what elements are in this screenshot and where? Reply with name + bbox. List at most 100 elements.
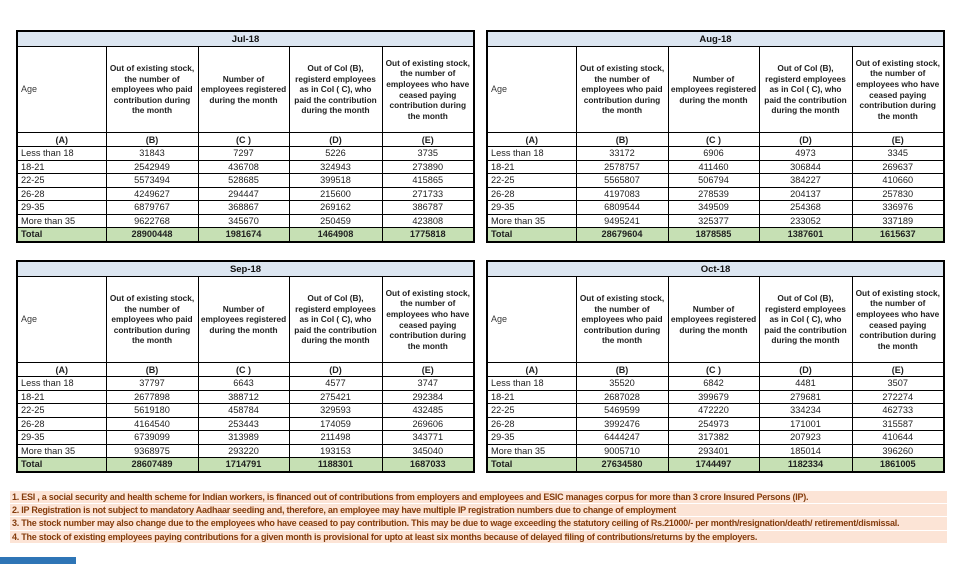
data-cell: 272274	[851, 389, 945, 404]
age-label: 18-21	[486, 389, 577, 404]
col-header-registered: Number of employees registered during th…	[667, 276, 760, 363]
col-letter-d: (D)	[758, 362, 853, 377]
total-label: Total	[486, 457, 577, 472]
col-header-age: Age	[486, 46, 577, 133]
table-row: 29-35 6879767 368867 269162 386787	[16, 200, 475, 215]
data-cell: 386787	[381, 200, 475, 215]
table-row: More than 35 9622768 345670 250459 42380…	[16, 213, 475, 228]
data-cell: 345670	[197, 213, 290, 228]
data-cell: 6739099	[105, 430, 199, 445]
col-letter-e: (E)	[381, 132, 475, 147]
data-cell: 423808	[381, 213, 475, 228]
table-row: Less than 18 35520 6842 4481 3507	[486, 376, 945, 391]
month-table-aug-18: Aug-18 Age Out of existing stock, the nu…	[486, 30, 945, 243]
age-label: More than 35	[486, 443, 577, 458]
data-cell: 3992476	[575, 416, 669, 431]
col-header-paid-contribution: Out of existing stock, the number of emp…	[105, 276, 199, 363]
data-cell: 9622768	[105, 213, 199, 228]
total-cell: 28607489	[105, 457, 199, 472]
total-cell: 1182334	[758, 457, 853, 472]
table-row: 22-25 5573494 528685 399518 415865	[16, 173, 475, 188]
data-cell: 315587	[851, 416, 945, 431]
month-table: Jul-18 Age Out of existing stock, the nu…	[16, 30, 476, 243]
data-cell: 432485	[381, 403, 475, 418]
total-cell: 1744497	[667, 457, 760, 472]
data-cell: 5226	[288, 146, 383, 161]
data-cell: 4164540	[105, 416, 199, 431]
data-cell: 317382	[667, 430, 760, 445]
col-header-ceased-paying: Out of existing stock, the number of emp…	[851, 276, 945, 363]
footnotes-block: 1. ESI , a social security and health sc…	[10, 491, 947, 544]
data-cell: 396260	[851, 443, 945, 458]
data-cell: 174059	[288, 416, 383, 431]
data-cell: 458784	[197, 403, 290, 418]
col-letter-c: (C )	[197, 362, 290, 377]
table-row: 26-28 3992476 254973 171001 315587	[486, 416, 945, 431]
age-label: 22-25	[16, 173, 107, 188]
data-cell: 399518	[288, 173, 383, 188]
data-cell: 269606	[381, 416, 475, 431]
col-header-registered-paid: Out of Col (B), registerd employees as i…	[758, 46, 853, 133]
data-cell: 337189	[851, 213, 945, 228]
data-cell: 3507	[851, 376, 945, 391]
table-body: Less than 18 31843 7297 5226 3735 18-21 …	[16, 146, 475, 242]
data-cell: 269637	[851, 159, 945, 174]
table-body: Less than 18 37797 6643 4577 3747 18-21 …	[16, 376, 475, 472]
col-letter-b: (B)	[105, 362, 199, 377]
age-label: Less than 18	[16, 146, 107, 161]
data-cell: 4249627	[105, 186, 199, 201]
table-row: Less than 18 33172 6906 4973 3345	[486, 146, 945, 161]
total-cell: 1861005	[851, 457, 945, 472]
data-cell: 388712	[197, 389, 290, 404]
age-label: 18-21	[16, 159, 107, 174]
data-cell: 292384	[381, 389, 475, 404]
data-cell: 336976	[851, 200, 945, 215]
data-cell: 462733	[851, 403, 945, 418]
total-row: Total 27634580 1744497 1182334 1861005	[486, 457, 945, 472]
table-row: 29-35 6739099 313989 211498 343771	[16, 430, 475, 445]
total-cell: 1775818	[381, 227, 475, 242]
data-cell: 9005710	[575, 443, 669, 458]
data-cell: 250459	[288, 213, 383, 228]
data-cell: 329593	[288, 403, 383, 418]
data-cell: 345040	[381, 443, 475, 458]
table-row: 22-25 5469599 472220 334234 462733	[486, 403, 945, 418]
data-cell: 6444247	[575, 430, 669, 445]
table-row: More than 35 9495241 325377 233052 33718…	[486, 213, 945, 228]
data-cell: 279681	[758, 389, 853, 404]
age-label: 29-35	[16, 200, 107, 215]
table-row: More than 35 9368975 293220 193153 34504…	[16, 443, 475, 458]
month-table: Sep-18 Age Out of existing stock, the nu…	[16, 260, 476, 473]
data-cell: 5619180	[105, 403, 199, 418]
data-cell: 5573494	[105, 173, 199, 188]
data-cell: 3747	[381, 376, 475, 391]
col-letter-a: (A)	[16, 362, 107, 377]
col-letter-a: (A)	[486, 362, 577, 377]
total-row: Total 28679604 1878585 1387601 1615637	[486, 227, 945, 242]
data-cell: 528685	[197, 173, 290, 188]
data-cell: 399679	[667, 389, 760, 404]
data-cell: 368867	[197, 200, 290, 215]
table-row: Less than 18 37797 6643 4577 3747	[16, 376, 475, 391]
total-cell: 28679604	[575, 227, 669, 242]
col-header-ceased-paying: Out of existing stock, the number of emp…	[381, 276, 475, 363]
col-header-paid-contribution: Out of existing stock, the number of emp…	[105, 46, 199, 133]
month-table: Aug-18 Age Out of existing stock, the nu…	[486, 30, 945, 243]
footnote-line: 2. IP Registration is not subject to man…	[10, 504, 947, 517]
table-row: Less than 18 31843 7297 5226 3735	[16, 146, 475, 161]
age-label: 22-25	[486, 173, 577, 188]
total-label: Total	[16, 227, 107, 242]
age-label: More than 35	[16, 213, 107, 228]
age-label: Less than 18	[16, 376, 107, 391]
col-letter-b: (B)	[575, 132, 669, 147]
data-cell: 410644	[851, 430, 945, 445]
data-cell: 325377	[667, 213, 760, 228]
data-cell: 9368975	[105, 443, 199, 458]
data-cell: 5565807	[575, 173, 669, 188]
data-cell: 415865	[381, 173, 475, 188]
data-cell: 2677898	[105, 389, 199, 404]
month-title: Oct-18	[486, 260, 945, 277]
footnote-line: 4. The stock of existing employees payin…	[10, 530, 947, 543]
total-label: Total	[486, 227, 577, 242]
col-header-paid-contribution: Out of existing stock, the number of emp…	[575, 276, 669, 363]
